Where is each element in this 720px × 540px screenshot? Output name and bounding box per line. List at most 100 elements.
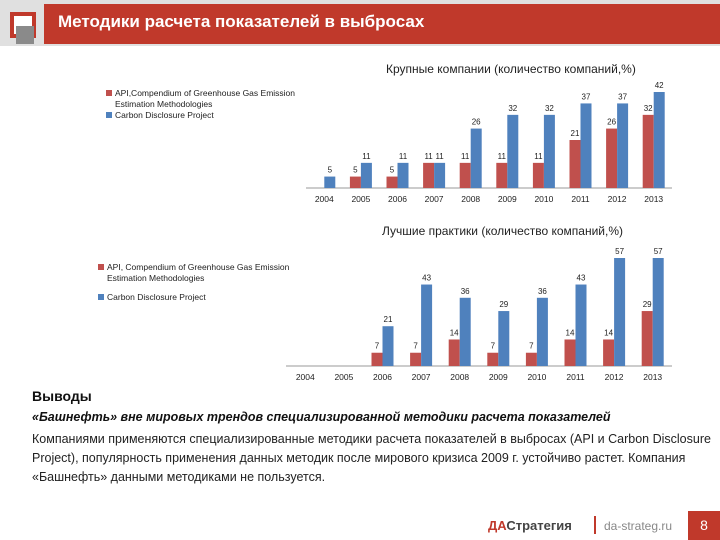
chart1-tick-label: 2007 (425, 194, 444, 204)
chart1-tick-label: 2012 (608, 194, 627, 204)
chart2-bar-blue (575, 284, 587, 366)
chart2-tick-label: 2010 (527, 372, 546, 382)
chart2-data-label: 57 (615, 247, 624, 256)
chart1-tick-label: 2013 (644, 194, 663, 204)
chart1-data-label: 26 (472, 118, 481, 127)
chart1-bar-red (569, 140, 581, 188)
conclusions-heading: Выводы (32, 388, 92, 404)
conclusions-subheading: «Башнефть» вне мировых трендов специализ… (32, 410, 611, 424)
conclusions-body: Компаниями применяются специализированны… (32, 432, 711, 484)
chart2-bar-blue (382, 326, 394, 366)
chart1-legend-blue: Carbon Disclosure Project (106, 110, 296, 121)
chart1-data-label: 11 (424, 152, 433, 161)
chart2-data-label: 7 (529, 342, 534, 351)
legend-label: API, Compendium of Greenhouse Gas Emissi… (107, 262, 290, 283)
chart2-bar-red (410, 352, 422, 366)
chart1-bar-blue (324, 176, 336, 188)
chart2-legend-blue: Carbon Disclosure Project (98, 292, 308, 303)
legend-label: Carbon Disclosure Project (107, 292, 206, 302)
chart2-bar-blue (421, 284, 433, 366)
chart2-bar-blue (652, 258, 664, 366)
chart1-tick-label: 2008 (461, 194, 480, 204)
chart1-data-label: 5 (390, 166, 395, 175)
chart1-data-label: 32 (644, 104, 653, 113)
chart1-data-label: 32 (508, 104, 517, 113)
chart2-data-label: 29 (499, 300, 508, 309)
chart2-bar-red (371, 352, 383, 366)
chart2-tick-label: 2011 (566, 372, 585, 382)
chart1-bar-red (423, 162, 435, 188)
chart2-tick-label: 2009 (489, 372, 508, 382)
chart1-bar-blue (507, 114, 519, 188)
chart1-data-label: 37 (618, 92, 627, 101)
chart1-bar-red (642, 114, 654, 188)
logo-square-shadow-icon (16, 26, 34, 44)
legend-swatch-red (98, 264, 104, 270)
chart2-data-label: 14 (566, 328, 575, 337)
chart2-tick-label: 2012 (605, 372, 624, 382)
chart1-bar-blue (580, 103, 592, 188)
chart1-bar-blue (470, 128, 482, 188)
chart2-data-label: 14 (450, 328, 459, 337)
slide-title: Методики расчета показателей в выбросах (58, 12, 425, 31)
chart2-bar-blue (459, 297, 471, 366)
chart1-tick-label: 2011 (571, 194, 590, 204)
chart2-data-label: 7 (491, 342, 496, 351)
chart2-data-label: 21 (384, 315, 393, 324)
chart1-bar-red (349, 176, 361, 188)
chart2-tick-label: 2007 (412, 372, 431, 382)
chart1-data-label: 11 (498, 152, 507, 161)
chart1-data-label: 21 (571, 129, 580, 138)
chart2-data-label: 36 (538, 287, 547, 296)
chart2-data-label: 43 (577, 274, 586, 283)
chart1-bar-blue (434, 162, 446, 188)
chart1-tick-label: 2009 (498, 194, 517, 204)
chart1-legend-red: API,Compendium of Greenhouse Gas Emissio… (106, 88, 296, 110)
logo-part2: Стратегия (506, 518, 572, 533)
chart2-bar-red (641, 311, 653, 366)
chart1-tick-label: 2010 (534, 194, 553, 204)
chart1-data-label: 11 (534, 152, 543, 161)
chart1-data-label: 26 (607, 118, 616, 127)
chart1-tick-label: 2005 (351, 194, 370, 204)
chart1-data-label: 11 (461, 152, 470, 161)
chart2-tick-label: 2013 (643, 372, 662, 382)
chart1-tick-label: 2004 (315, 194, 334, 204)
chart1-legend: API,Compendium of Greenhouse Gas Emissio… (106, 88, 296, 121)
chart2-tick-label: 2006 (373, 372, 392, 382)
legend-label: API,Compendium of Greenhouse Gas Emissio… (115, 88, 296, 109)
chart1-data-label: 11 (362, 152, 371, 161)
chart2-data-label: 57 (654, 247, 663, 256)
chart2-tick-label: 2005 (334, 372, 353, 382)
chart1-bar-red (386, 176, 398, 188)
chart1-title: Крупные компании (количество компаний,%) (386, 62, 636, 76)
page-number: 8 (688, 511, 720, 540)
chart1-data-label: 11 (435, 152, 444, 161)
chart2-bar-red (487, 352, 499, 366)
chart1-bar-red (459, 162, 471, 188)
chart1-bar-blue (543, 114, 555, 188)
chart1-data-label: 5 (328, 166, 333, 175)
chart1-data-label: 37 (582, 92, 591, 101)
chart1-bar-blue (360, 162, 372, 188)
chart2-data-label: 7 (375, 342, 380, 351)
chart2-data-label: 29 (643, 300, 652, 309)
chart2-bar-blue (536, 297, 548, 366)
chart1-bar-blue (617, 103, 629, 188)
chart2-legend-red: API, Compendium of Greenhouse Gas Emissi… (98, 262, 308, 284)
chart1-bar-red (496, 162, 508, 188)
chart2-bar-red (564, 339, 576, 366)
chart2-bar-blue (614, 258, 626, 366)
chart2-bar-red (448, 339, 460, 366)
chart1-bar-blue (397, 162, 409, 188)
footer-separator (594, 516, 596, 534)
chart1-data-label: 5 (353, 166, 358, 175)
legend-label: Carbon Disclosure Project (115, 110, 214, 120)
footer-site-link[interactable]: da-strateg.ru (604, 519, 673, 533)
legend-swatch-blue (98, 294, 104, 300)
chart2-tick-label: 2004 (296, 372, 315, 382)
chart1-bar-blue (653, 92, 665, 188)
chart2-bar-red (525, 352, 537, 366)
chart1-bar-red (606, 128, 618, 188)
chart1-data-label: 11 (399, 152, 408, 161)
